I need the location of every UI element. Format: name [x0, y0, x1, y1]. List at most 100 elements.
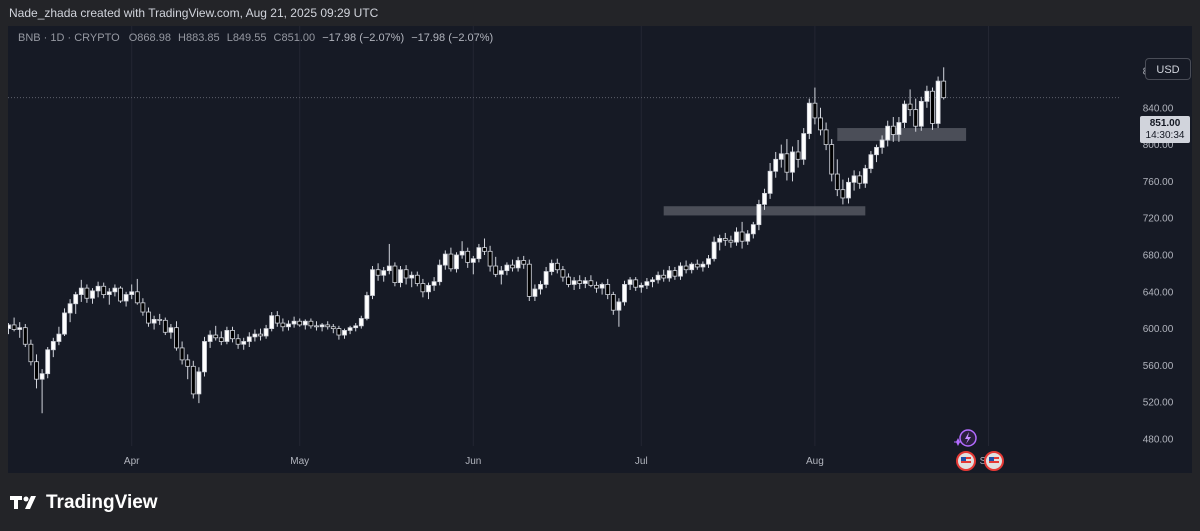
- candle-151[interactable]: [851, 170, 857, 191]
- candle-165[interactable]: [930, 87, 935, 130]
- candle-115[interactable]: [650, 277, 655, 288]
- candle-82[interactable]: [465, 247, 471, 268]
- candle-153[interactable]: [862, 164, 868, 188]
- candle-13[interactable]: [78, 279, 84, 302]
- candle-139[interactable]: [784, 139, 790, 181]
- candle-65[interactable]: [370, 266, 375, 300]
- candle-28[interactable]: [162, 317, 168, 336]
- candle-166[interactable]: [935, 76, 941, 129]
- candle-50[interactable]: [286, 320, 291, 331]
- candle-118[interactable]: [666, 266, 672, 282]
- candle-111[interactable]: [627, 277, 633, 290]
- candle-164[interactable]: [924, 85, 930, 108]
- candle-134[interactable]: [756, 199, 762, 231]
- candle-156[interactable]: [879, 135, 885, 154]
- candle-97[interactable]: [549, 259, 555, 276]
- candle-135[interactable]: [762, 188, 767, 210]
- candle-53[interactable]: [302, 319, 308, 330]
- candle-108[interactable]: [610, 291, 616, 315]
- candle-123[interactable]: [694, 259, 700, 270]
- candle-20[interactable]: [118, 286, 123, 303]
- candle-64[interactable]: [364, 291, 370, 321]
- candle-114[interactable]: [644, 278, 650, 290]
- candle-56[interactable]: [319, 323, 325, 332]
- candle-24[interactable]: [140, 298, 146, 316]
- candle-16[interactable]: [95, 281, 101, 298]
- candle-58[interactable]: [330, 324, 336, 334]
- candle-92[interactable]: [521, 255, 527, 269]
- candle-140[interactable]: [790, 146, 795, 182]
- candle-85[interactable]: [482, 238, 487, 255]
- candle-6[interactable]: [39, 369, 45, 414]
- candle-37[interactable]: [213, 325, 219, 341]
- currency-button[interactable]: USD: [1145, 58, 1191, 80]
- candle-98[interactable]: [554, 258, 560, 274]
- candle-146[interactable]: [823, 122, 829, 151]
- candle-86[interactable]: [487, 245, 493, 272]
- candle-72[interactable]: [409, 271, 415, 288]
- candle-152[interactable]: [857, 171, 863, 189]
- candle-142[interactable]: [801, 128, 807, 165]
- candle-70[interactable]: [398, 266, 403, 288]
- candle-80[interactable]: [454, 252, 459, 273]
- candle-132[interactable]: [745, 230, 751, 245]
- candle-31[interactable]: [179, 341, 185, 365]
- candle-77[interactable]: [437, 259, 443, 286]
- candle-61[interactable]: [347, 325, 353, 335]
- candle-43[interactable]: [246, 332, 252, 347]
- candle-67[interactable]: [381, 266, 387, 282]
- candle-141[interactable]: [795, 140, 801, 168]
- candle-45[interactable]: [258, 328, 263, 341]
- candle-101[interactable]: [571, 277, 577, 290]
- candle-133[interactable]: [750, 221, 756, 239]
- candle-62[interactable]: [353, 323, 359, 332]
- candle-119[interactable]: [672, 266, 678, 280]
- candle-18[interactable]: [106, 288, 112, 305]
- candle-51[interactable]: [291, 316, 297, 328]
- candle-44[interactable]: [252, 329, 258, 342]
- candle-33[interactable]: [190, 360, 196, 399]
- candle-90[interactable]: [510, 259, 515, 272]
- candle-42[interactable]: [241, 337, 247, 350]
- candle-5[interactable]: [34, 354, 39, 389]
- candle-128[interactable]: [722, 232, 728, 246]
- candle-41[interactable]: [235, 334, 241, 349]
- candle-125[interactable]: [706, 255, 711, 268]
- candle-1[interactable]: [11, 317, 17, 332]
- us-economic-event-icon[interactable]: [956, 451, 976, 471]
- candle-27[interactable]: [157, 313, 163, 325]
- candle-47[interactable]: [269, 312, 275, 332]
- candle-63[interactable]: [358, 315, 364, 329]
- candle-7[interactable]: [45, 347, 51, 379]
- candle-127[interactable]: [717, 234, 723, 251]
- candle-69[interactable]: [392, 262, 398, 287]
- candle-30[interactable]: [174, 321, 179, 351]
- candle-66[interactable]: [375, 263, 381, 281]
- candle-15[interactable]: [90, 288, 95, 304]
- candle-89[interactable]: [504, 262, 510, 276]
- candle-148[interactable]: [834, 159, 840, 197]
- candle-75[interactable]: [426, 282, 431, 300]
- candle-9[interactable]: [56, 326, 62, 346]
- candle-99[interactable]: [560, 266, 566, 282]
- candle-4[interactable]: [28, 339, 34, 366]
- candle-14[interactable]: [84, 284, 90, 303]
- candle-48[interactable]: [274, 311, 280, 327]
- candle-102[interactable]: [577, 275, 583, 290]
- candle-59[interactable]: [336, 325, 342, 340]
- candle-26[interactable]: [151, 315, 157, 330]
- candle-36[interactable]: [207, 330, 213, 348]
- price-chart-svg[interactable]: 480.00 520.00 560.00 600.00 640.00 680.00 720.…: [8, 26, 1192, 473]
- candle-23[interactable]: [134, 278, 140, 305]
- candle-155[interactable]: [874, 144, 879, 163]
- candle-150[interactable]: [846, 177, 851, 204]
- candle-116[interactable]: [655, 271, 661, 284]
- candle-161[interactable]: [907, 89, 913, 117]
- candle-129[interactable]: [728, 235, 734, 248]
- candle-113[interactable]: [638, 282, 644, 293]
- candle-71[interactable]: [403, 265, 409, 285]
- candle-126[interactable]: [711, 236, 717, 262]
- candle-143[interactable]: [806, 98, 812, 140]
- candle-144[interactable]: [812, 87, 818, 125]
- candle-109[interactable]: [616, 298, 622, 327]
